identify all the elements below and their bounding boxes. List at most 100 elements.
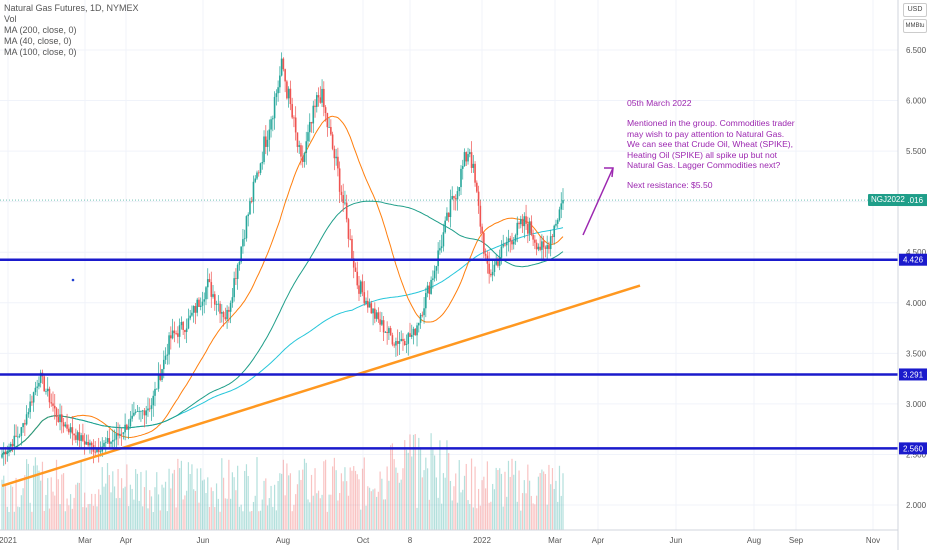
candle-body [145,410,148,416]
level-price-label: 4.426 [903,256,924,265]
volume-bar [175,507,177,530]
candle-body [463,152,466,167]
volume-bar [173,469,175,530]
candle-body [342,195,344,204]
volume-bar [286,463,288,530]
volume-bar [398,482,401,530]
currency-button[interactable]: USD [903,3,927,17]
volume-bar [351,470,353,530]
candle-body [275,93,278,97]
volume-bar [200,468,202,530]
candle-body [256,172,258,179]
candle-body [117,433,119,436]
candle-body [335,156,337,159]
annotation-note: 05th March 2022 Mentioned in the group. … [627,98,797,201]
volume-bar [117,469,119,530]
volume-bar [314,468,316,530]
candle-body [504,244,506,246]
candle-body [465,152,468,162]
volume-bar [194,490,197,530]
volume-bar [423,470,425,530]
candle-body [532,234,534,240]
x-tick-label: Aug [747,536,761,545]
volume-bar [360,509,362,530]
volume-bar [390,445,392,530]
volume-bar [368,487,371,530]
volume-bar [34,457,37,530]
candle-body [273,96,276,119]
candle-body [481,226,483,234]
candle-body [2,451,5,455]
candle-body [407,333,410,344]
candle-body [80,435,82,441]
candle-body [113,439,116,441]
volume-bar [87,504,89,530]
candle-body [57,417,60,423]
candle-body [4,451,7,455]
volume-bar [365,505,367,530]
volume-bar [379,471,381,530]
candle-body [150,405,153,409]
candle-body [308,122,311,133]
volume-bar [453,486,455,530]
volume-bar [275,510,277,530]
x-tick-label: Jun [670,536,683,545]
candle-body [11,443,14,447]
volume-bar [282,459,284,530]
volume-bar [412,434,415,530]
candle-body [544,247,547,249]
candle-body [417,322,420,326]
volume-bar [45,494,47,530]
candle-body [250,201,253,202]
candle-body [484,253,487,256]
volume-bar [103,486,105,530]
volume-bar [157,494,160,530]
volume-bar [105,483,107,530]
volume-bar [497,470,499,530]
volume-bar [521,493,524,530]
x-tick-label: Apr [120,536,133,545]
volume-bar [64,511,66,530]
candle-body [29,401,31,413]
candle-body [344,202,346,204]
candle-body [119,433,121,436]
candle-body [228,309,230,312]
volume-bar [48,508,51,530]
annotation-resistance: Next resistance: $5.50 [627,180,713,191]
volume-bar [483,476,485,530]
unit-button[interactable]: MMBtu [903,19,927,33]
candle-body [294,117,297,133]
candle-body [472,163,475,168]
volume-bar [75,484,77,530]
candle-body [391,335,394,345]
candle-body [162,359,165,370]
candle-body [337,156,339,169]
volume-bar [499,468,501,530]
volume-bar [210,487,212,530]
volume-bar [363,457,365,530]
candle-body [272,118,274,120]
volume-bar [168,468,170,530]
volume-bar [1,479,3,530]
volume-bar [430,433,432,530]
candle-body [133,412,135,416]
volume-bar [57,479,59,530]
volume-bar [328,494,330,530]
volume-bar [312,495,314,530]
candle-body [1,454,3,458]
volume-bar [493,489,496,530]
candle-body [388,328,390,334]
candle-body [171,330,174,339]
volume-bar [335,470,337,530]
volume-bar [73,497,75,530]
volume-bar [226,498,228,530]
candle-body [509,238,512,241]
volume-bar [455,473,457,530]
volume-bar [541,469,543,530]
volume-bar [448,453,450,530]
volume-bar [208,506,211,530]
volume-bar [186,490,188,530]
volume-bar [126,464,128,530]
